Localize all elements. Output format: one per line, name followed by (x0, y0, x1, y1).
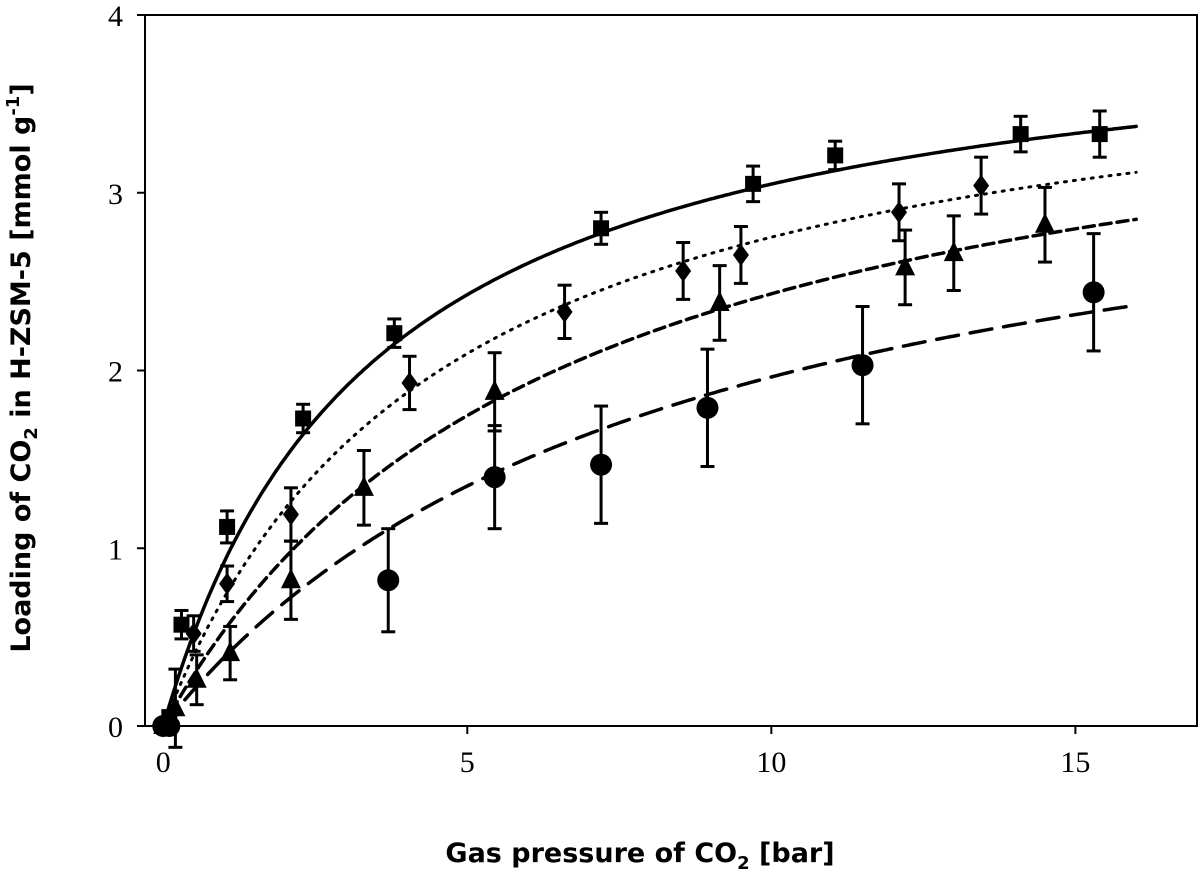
data-point-square (745, 175, 762, 192)
data-point-triangle (484, 379, 505, 400)
x-axis-title-sub: 2 (737, 853, 750, 872)
fit-curve-triangle (161, 217, 1138, 728)
plot-area (144, 14, 1198, 727)
x-axis-title-main: Gas pressure of CO (445, 838, 737, 869)
data-point-circle (1082, 281, 1105, 304)
x-axis-title-suffix: [bar] (750, 838, 835, 869)
data-point-triangle (1034, 212, 1055, 233)
data-point-diamond (732, 243, 749, 266)
data-point-triangle (165, 696, 186, 717)
data-point-diamond (282, 503, 299, 526)
data-point-square (386, 325, 403, 342)
y-tick-label: 4 (108, 0, 123, 33)
data-point-diamond (675, 259, 692, 282)
data-point-triangle (943, 241, 964, 262)
y-tick-label: 0 (108, 711, 123, 744)
data-point-circle (483, 466, 506, 489)
data-point-triangle (280, 568, 301, 589)
fit-curve-circle (161, 303, 1138, 728)
y-axis-title-sub: 2 (21, 427, 42, 440)
y-tick-label: 3 (108, 178, 123, 211)
y-axis-title-end: ] (6, 83, 37, 95)
data-point-diamond (556, 300, 573, 323)
y-axis-title: Loading of CO2 in H-ZSM-5 [mmol g-1] (3, 83, 42, 652)
data-point-circle (158, 715, 181, 737)
data-point-triangle (353, 475, 374, 496)
data-point-square (295, 410, 312, 427)
data-point-circle (590, 453, 613, 476)
x-tick-label: 15 (1060, 746, 1090, 779)
data-point-circle (696, 396, 719, 419)
data-point-triangle (709, 290, 730, 311)
data-point-circle (851, 354, 874, 377)
data-point-circle (377, 569, 400, 592)
fit-curve-square (161, 124, 1138, 728)
x-axis-title: Gas pressure of CO2 [bar] (445, 838, 834, 872)
y-axis-title-main: Loading of CO (6, 440, 37, 653)
data-point-diamond (401, 371, 418, 394)
data-point-triangle (220, 641, 241, 662)
x-tick-label: 5 (460, 746, 475, 779)
data-point-triangle (186, 667, 207, 688)
data-point-triangle (895, 255, 916, 276)
data-point-square (173, 616, 190, 633)
data-point-square (827, 147, 844, 164)
y-axis-title-mid: in H-ZSM-5 [mmol g (6, 116, 37, 428)
data-point-diamond (973, 174, 990, 197)
data-point-square (1012, 126, 1029, 143)
data-point-diamond (891, 201, 908, 224)
markers (152, 126, 1108, 737)
data-point-square (219, 518, 236, 535)
y-axis: 0 1 2 3 4 (108, 0, 145, 744)
data-point-diamond (185, 622, 202, 645)
data-point-diamond (219, 572, 236, 595)
data-point-square (593, 220, 610, 237)
y-axis-title-sup: -1 (3, 96, 24, 116)
x-tick-label: 0 (156, 746, 171, 779)
data-point-square (1091, 126, 1108, 143)
y-tick-label: 2 (108, 356, 123, 389)
fit-lines (161, 124, 1138, 728)
x-tick-label: 10 (756, 746, 786, 779)
y-tick-label: 1 (108, 533, 123, 566)
x-axis: 0 5 10 15 (156, 726, 1090, 779)
